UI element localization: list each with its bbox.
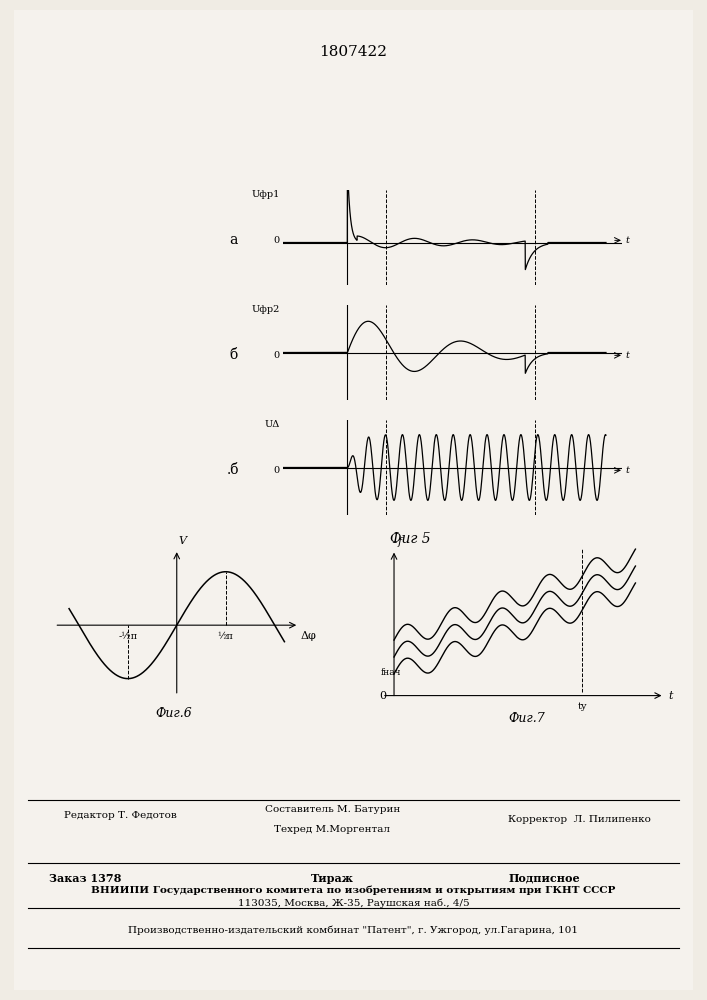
Text: Подписное: Подписное	[508, 872, 580, 884]
Text: .б: .б	[227, 463, 240, 477]
Text: Фиг 5: Фиг 5	[390, 532, 431, 546]
Text: fнач: fнач	[381, 668, 402, 677]
Text: Тираж: Тираж	[311, 872, 354, 884]
Text: t: t	[626, 351, 629, 360]
Text: 1807422: 1807422	[320, 45, 387, 59]
Text: Uфр1: Uфр1	[251, 190, 279, 199]
Text: Фиг.6: Фиг.6	[155, 707, 192, 720]
Text: t: t	[626, 236, 629, 245]
Text: 0: 0	[274, 351, 279, 360]
Text: Корректор  Л. Пилипенко: Корректор Л. Пилипенко	[508, 816, 651, 824]
Text: ½π: ½π	[218, 632, 233, 641]
Text: Редактор Т. Федотов: Редактор Т. Федотов	[64, 812, 176, 820]
Text: 0: 0	[380, 691, 387, 701]
Text: f: f	[397, 537, 402, 547]
Text: Составитель М. Батурин: Составитель М. Батурин	[264, 806, 400, 814]
Text: Заказ 1378: Заказ 1378	[49, 872, 122, 884]
Text: Производственно-издательский комбинат "Патент", г. Ужгород, ул.Гагарина, 101: Производственно-издательский комбинат "П…	[129, 925, 578, 935]
Text: ВНИИПИ Государственного комитета по изобретениям и открытиям при ГКНТ СССР: ВНИИПИ Государственного комитета по изоб…	[91, 885, 616, 895]
Text: 0: 0	[274, 466, 279, 475]
Text: tу: tу	[578, 702, 587, 711]
Text: UΔ: UΔ	[264, 420, 279, 429]
Text: Δφ: Δφ	[301, 631, 317, 641]
Text: а: а	[229, 233, 238, 247]
Text: б: б	[229, 348, 238, 362]
Text: 113035, Москва, Ж-35, Раушская наб., 4/5: 113035, Москва, Ж-35, Раушская наб., 4/5	[238, 898, 469, 908]
Text: 0: 0	[274, 236, 279, 245]
Text: -½π: -½π	[118, 632, 137, 641]
Text: t: t	[668, 691, 672, 701]
Text: t: t	[626, 466, 629, 475]
Text: Техред М.Моргентал: Техред М.Моргентал	[274, 826, 390, 834]
Text: Uфр2: Uфр2	[251, 305, 279, 314]
Text: V: V	[178, 536, 187, 546]
Text: Фиг.7: Фиг.7	[508, 712, 545, 725]
